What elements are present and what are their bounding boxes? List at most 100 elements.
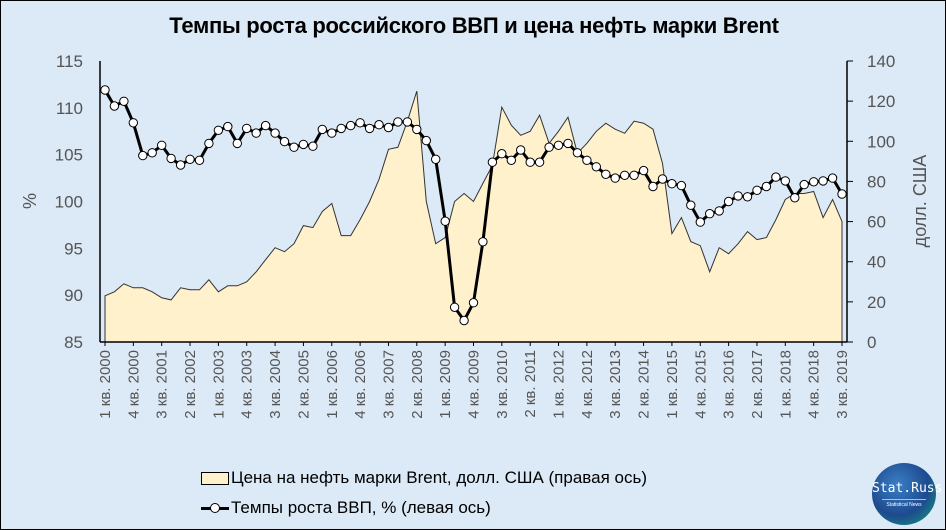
gdp-marker <box>544 142 554 152</box>
gdp-marker <box>648 181 658 192</box>
left-tick-label: 115 <box>56 52 83 71</box>
x-tick-label: 1 кв. 2012 <box>551 350 568 419</box>
x-tick-label: 1 кв. 2006 <box>324 350 341 419</box>
gdp-marker <box>733 191 743 201</box>
gdp-marker <box>138 150 148 161</box>
gdp-marker <box>553 140 564 151</box>
gdp-marker <box>412 124 422 135</box>
x-tick-label: 4 кв. 2000 <box>125 350 142 419</box>
gdp-marker <box>790 193 800 203</box>
left-tick-label: 105 <box>55 146 83 165</box>
gdp-marker <box>742 192 753 202</box>
gdp-marker <box>780 176 790 186</box>
gdp-marker <box>478 237 488 247</box>
x-tick-label: 2 кв. 2011 <box>522 350 539 418</box>
gdp-marker <box>421 135 431 146</box>
x-tick-label: 2 кв. 2008 <box>409 350 426 419</box>
gdp-marker <box>260 120 271 131</box>
gdp-marker <box>298 139 309 150</box>
x-tick-label: 2 кв. 2014 <box>636 350 653 419</box>
gdp-marker <box>355 118 365 128</box>
gdp-marker <box>705 209 715 219</box>
gdp-marker <box>223 121 233 132</box>
gdp-marker <box>837 189 847 199</box>
gdp-marker <box>761 181 772 192</box>
gdp-marker <box>620 170 630 181</box>
x-tick-label: 3 кв. 2007 <box>380 350 397 419</box>
right-axis-label: долл. США <box>910 155 930 248</box>
gdp-marker <box>270 128 280 138</box>
gdp-marker <box>213 125 224 136</box>
x-tick-label: 4 кв. 2012 <box>579 350 596 419</box>
gdp-marker <box>431 154 441 165</box>
gdp-marker <box>714 206 724 216</box>
chart-title: Темпы роста российского ВВП и цена нефть… <box>169 13 779 38</box>
gdp-marker <box>109 101 120 111</box>
x-tick-label: 2 кв. 2002 <box>182 350 199 419</box>
gdp-marker <box>676 180 687 191</box>
legend-label-gdp: Темпы роста ВВП, % (левая ось) <box>231 498 491 517</box>
gdp-marker <box>686 200 696 210</box>
gdp-marker <box>459 315 469 326</box>
left-tick-label: 95 <box>64 239 83 258</box>
x-tick-label: 2 кв. 2005 <box>295 350 312 419</box>
gdp-marker <box>346 120 356 131</box>
gdp-marker <box>204 138 214 149</box>
left-tick-label: 85 <box>64 333 83 352</box>
gdp-marker <box>232 138 243 149</box>
gdp-marker <box>364 123 375 134</box>
gdp-marker <box>308 141 318 151</box>
gdp-marker <box>657 174 668 184</box>
gdp-marker <box>629 170 639 181</box>
gdp-marker <box>827 173 838 183</box>
gdp-marker <box>809 177 819 187</box>
x-tick-label: 1 кв. 2003 <box>210 350 227 419</box>
gdp-marker <box>563 138 573 149</box>
gdp-marker <box>591 162 601 172</box>
gdp-marker <box>723 196 734 207</box>
gdp-marker <box>818 176 828 186</box>
gdp-marker <box>128 118 139 128</box>
gdp-marker <box>449 302 460 312</box>
gdp-marker <box>497 149 507 159</box>
gdp-marker <box>468 298 479 308</box>
gdp-marker <box>582 155 592 166</box>
x-tick-label: 4 кв. 2006 <box>352 350 369 419</box>
legend-item-gdp: Темпы роста ВВП, % (левая ось) <box>201 493 647 523</box>
gdp-marker <box>194 155 205 166</box>
right-tick-label: 40 <box>867 253 886 272</box>
gdp-marker <box>516 145 526 155</box>
x-tick-label: 1 кв. 2015 <box>664 350 681 419</box>
gdp-marker <box>336 123 346 134</box>
gdp-marker <box>100 85 110 95</box>
logo-title: Stat.Russ <box>872 481 943 496</box>
gdp-marker <box>610 173 620 183</box>
x-tick-label: 1 кв. 2018 <box>777 350 794 419</box>
legend-item-brent: Цена на нефть марки Brent, долл. США (пр… <box>201 463 647 493</box>
right-tick-label: 100 <box>867 132 895 151</box>
gdp-marker <box>251 128 261 138</box>
gdp-marker <box>393 117 403 127</box>
x-tick-label: 1 кв. 2009 <box>437 350 454 419</box>
x-tick-label: 1 кв. 2000 <box>97 350 114 419</box>
area-swatch-icon <box>201 471 229 485</box>
gdp-marker <box>185 154 195 165</box>
stat-russ-logo: Stat.Russ Statistical News <box>872 463 943 525</box>
x-tick-label: 4 кв. 2018 <box>806 350 823 419</box>
gdp-marker <box>147 148 157 158</box>
left-tick-label: 90 <box>64 286 83 305</box>
right-tick-label: 20 <box>867 293 886 312</box>
gdp-marker <box>525 157 535 167</box>
gdp-marker <box>175 160 186 170</box>
gdp-marker <box>402 117 413 127</box>
x-tick-label: 4 кв. 2009 <box>466 350 483 419</box>
left-tick-label: 100 <box>55 193 83 212</box>
x-tick-label: 3 кв. 2001 <box>154 350 171 419</box>
gdp-marker <box>695 217 705 227</box>
x-tick-label: 3 кв. 2013 <box>607 350 624 419</box>
right-tick-label: 0 <box>867 333 876 352</box>
gdp-marker <box>487 157 498 167</box>
gdp-marker <box>534 157 545 167</box>
logo-subtitle: Statistical News <box>882 499 926 508</box>
